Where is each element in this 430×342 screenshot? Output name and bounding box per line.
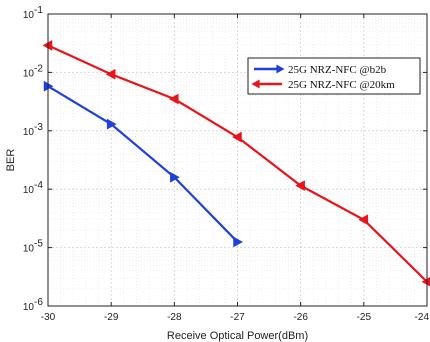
y-tick-exponent: -1 (34, 5, 43, 16)
y-tick-exponent: -3 (34, 122, 43, 133)
data-point (295, 180, 305, 192)
y-tick-label: 10 (23, 127, 35, 138)
legend-label: 25G NRZ-NFC @b2b (288, 64, 387, 76)
x-tick-label: -25 (357, 312, 372, 323)
x-tick-label: -26 (293, 312, 308, 323)
data-point (170, 171, 180, 183)
data-point (106, 118, 117, 130)
legend-swatch-marker (276, 64, 285, 74)
legend-item: 25G NRZ-NFC @b2b (254, 64, 387, 76)
series-line (47, 85, 239, 243)
y-tick-exponent: -6 (34, 297, 43, 308)
data-point (233, 236, 244, 248)
y-tick-labels: 10-110-210-310-410-510-6 (23, 5, 43, 313)
legend: 25G NRZ-NFC @b2b 25G NRZ-NFC @20km (247, 57, 421, 95)
x-tick-label: -30 (41, 312, 56, 323)
y-tick-exponent: -4 (34, 180, 43, 191)
x-tick-labels: -30 -29 -28 -27 -26 -25 -24 (41, 312, 430, 323)
y-tick-exponent: -2 (34, 63, 43, 74)
y-tick-label: 10 (23, 10, 35, 21)
x-axis-label: Receive Optical Power(dBm) (167, 330, 308, 342)
legend-swatch-marker (251, 79, 260, 89)
series-layer (42, 39, 430, 287)
legend-box (247, 57, 421, 95)
y-tick-label: 10 (23, 302, 35, 313)
y-tick-label: 10 (23, 185, 35, 196)
x-tick-label: -24 (415, 312, 430, 323)
x-tick-label: -28 (167, 312, 182, 323)
x-tick-label: -29 (104, 312, 119, 323)
data-point (105, 68, 116, 80)
y-tick-label: 10 (23, 244, 35, 255)
x-tick-label: -27 (230, 312, 245, 323)
series-2 (42, 39, 430, 287)
legend-item: 25G NRZ-NFC @20km (251, 79, 395, 91)
data-point (168, 93, 179, 105)
data-point (358, 214, 369, 226)
y-tick-exponent: -5 (34, 239, 43, 250)
y-tick-label: 10 (23, 68, 35, 79)
legend-label: 25G NRZ-NFC @20km (288, 79, 395, 91)
data-point (231, 131, 242, 143)
y-axis-label: BER (5, 149, 17, 172)
plot-frame (47, 13, 428, 307)
